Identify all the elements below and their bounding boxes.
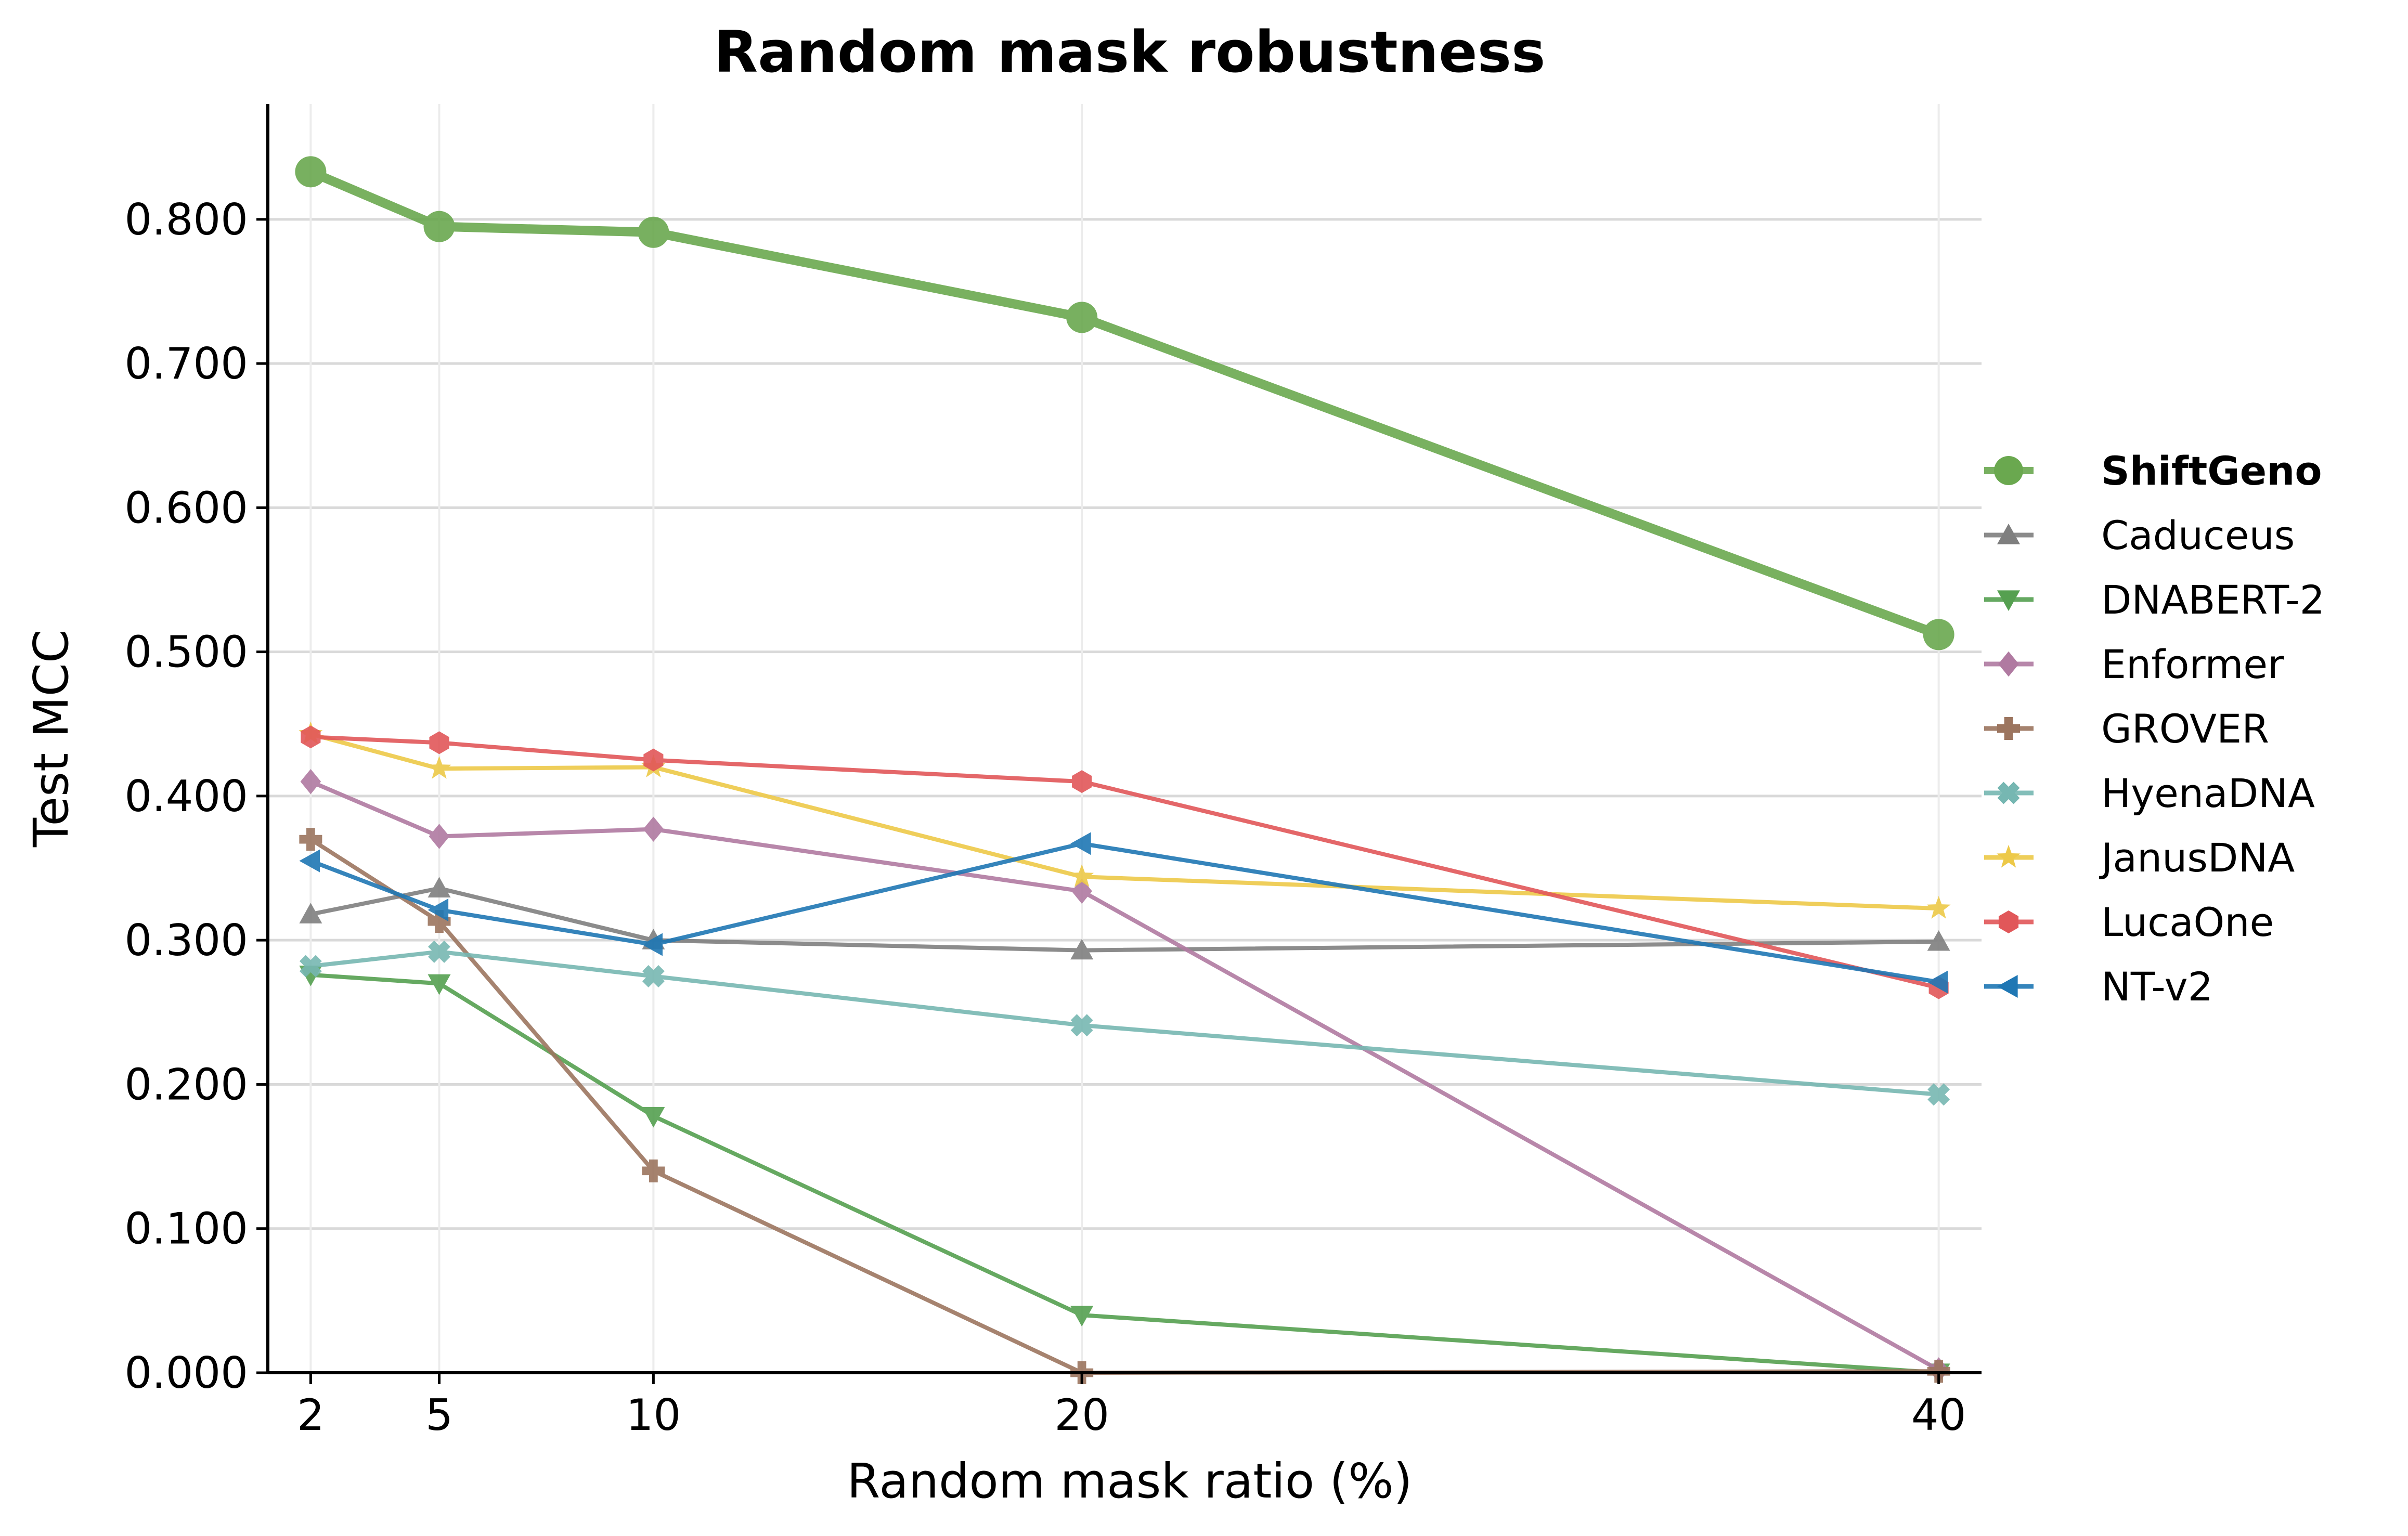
data-point (1072, 770, 1092, 793)
y-axis-title: Test MCC (23, 630, 79, 848)
series-hyenadna (299, 940, 1950, 1106)
series-nt-v2 (299, 832, 1948, 994)
legend-item: GROVER (1984, 706, 2269, 752)
legend-marker (1997, 782, 2020, 804)
data-point (638, 216, 669, 248)
legend-marker (1998, 910, 2019, 933)
y-tick-label: 0.800 (124, 194, 248, 245)
series-line (309, 837, 1939, 1375)
legend-item: NT-v2 (1984, 964, 2213, 1010)
data-point (428, 974, 451, 995)
legend-label: Caduceus (2101, 512, 2295, 558)
data-point (643, 816, 664, 842)
data-point (428, 877, 451, 897)
y-tick-label: 0.100 (124, 1204, 248, 1254)
data-point (423, 211, 455, 242)
series-lucaone (301, 725, 1949, 999)
data-point (1071, 878, 1092, 904)
data-point (1927, 930, 1950, 951)
legend-marker (1996, 844, 2021, 868)
grid (268, 104, 1982, 1373)
data-point (428, 898, 449, 921)
data-point (1070, 1306, 1094, 1327)
data-point (1923, 619, 1954, 650)
data-point (1070, 939, 1094, 960)
y-tick-label: 0.500 (124, 627, 248, 678)
legend-label: ShiftGeno (2101, 448, 2322, 494)
y-tick-label: 0.600 (124, 483, 248, 533)
y-tick-label: 0.300 (124, 915, 248, 966)
legend-marker (1997, 590, 2020, 611)
y-tick-label: 0.400 (124, 771, 248, 822)
legend-item: LucaOne (1984, 899, 2274, 945)
series-grover (299, 828, 1950, 1384)
legend-label: DNABERT-2 (2101, 577, 2325, 623)
chart-title: Random mask robustness (714, 19, 1545, 85)
data-point (642, 965, 665, 987)
series-line (308, 167, 1940, 639)
y-tick-label: 0.000 (124, 1348, 248, 1398)
legend-marker (1994, 456, 2023, 485)
y-tick-label: 0.700 (124, 339, 248, 389)
data-point (1066, 302, 1098, 333)
data-point (299, 903, 322, 923)
x-axis-title: Random mask ratio (%) (847, 1453, 1412, 1509)
data-point (427, 756, 451, 779)
legend-label: GROVER (2101, 706, 2269, 752)
legend-item: Enformer (1984, 641, 2284, 687)
data-point (301, 725, 321, 749)
legend-item: HyenaDNA (1984, 770, 2315, 816)
data-point (300, 769, 321, 795)
legend-marker (1998, 651, 2019, 677)
data-point (429, 731, 449, 754)
data-point (299, 849, 320, 873)
data-point (642, 1107, 665, 1128)
series-line (310, 949, 1939, 1097)
data-point (1070, 1014, 1093, 1037)
data-point (642, 1159, 665, 1182)
x-tick-label: 2 (297, 1390, 325, 1440)
x-tick-label: 20 (1054, 1390, 1109, 1440)
data-point (295, 156, 327, 188)
series-layer (295, 156, 1954, 1384)
data-point (1070, 832, 1091, 855)
data-point (1927, 1083, 1950, 1106)
data-point (299, 828, 322, 851)
x-tick-label: 10 (626, 1390, 681, 1440)
legend-label: LucaOne (2101, 899, 2274, 945)
data-point (429, 824, 450, 849)
series-shiftgeno (295, 156, 1954, 650)
data-point (643, 748, 664, 772)
axes: 0.000 0.100 0.200 0.300 0.400 0.500 0.600 0.700… (124, 104, 1982, 1440)
legend-item: ShiftGeno (1984, 448, 2322, 494)
legend-marker (1997, 717, 2020, 740)
legend-label: Enformer (2101, 641, 2284, 687)
data-point (428, 910, 451, 933)
legend-label: HyenaDNA (2101, 770, 2315, 816)
legend-label: JanusDNA (2099, 835, 2295, 881)
legend-label: NT-v2 (2101, 964, 2213, 1010)
x-tick-label: 5 (425, 1390, 453, 1440)
data-point (299, 955, 322, 978)
data-point (642, 933, 663, 956)
x-tick-label: 40 (1911, 1390, 1966, 1440)
series-line (310, 732, 1939, 911)
legend-item: JanusDNA (1984, 835, 2295, 881)
data-point (1927, 970, 1948, 994)
legend-marker (1997, 524, 2020, 544)
legend-item: Caduceus (1984, 512, 2295, 558)
legend-item: DNABERT-2 (1984, 577, 2325, 623)
data-point (1926, 895, 1951, 919)
legend-marker (1997, 975, 2018, 998)
data-point (428, 940, 450, 963)
series-line (310, 972, 1939, 1375)
y-tick-label: 0.200 (124, 1059, 248, 1110)
legend: ShiftGeno Caduceus DNABERT-2 Enformer GROVER… (1984, 448, 2325, 1010)
series-caduceus (299, 877, 1950, 960)
data-point (1070, 864, 1094, 887)
